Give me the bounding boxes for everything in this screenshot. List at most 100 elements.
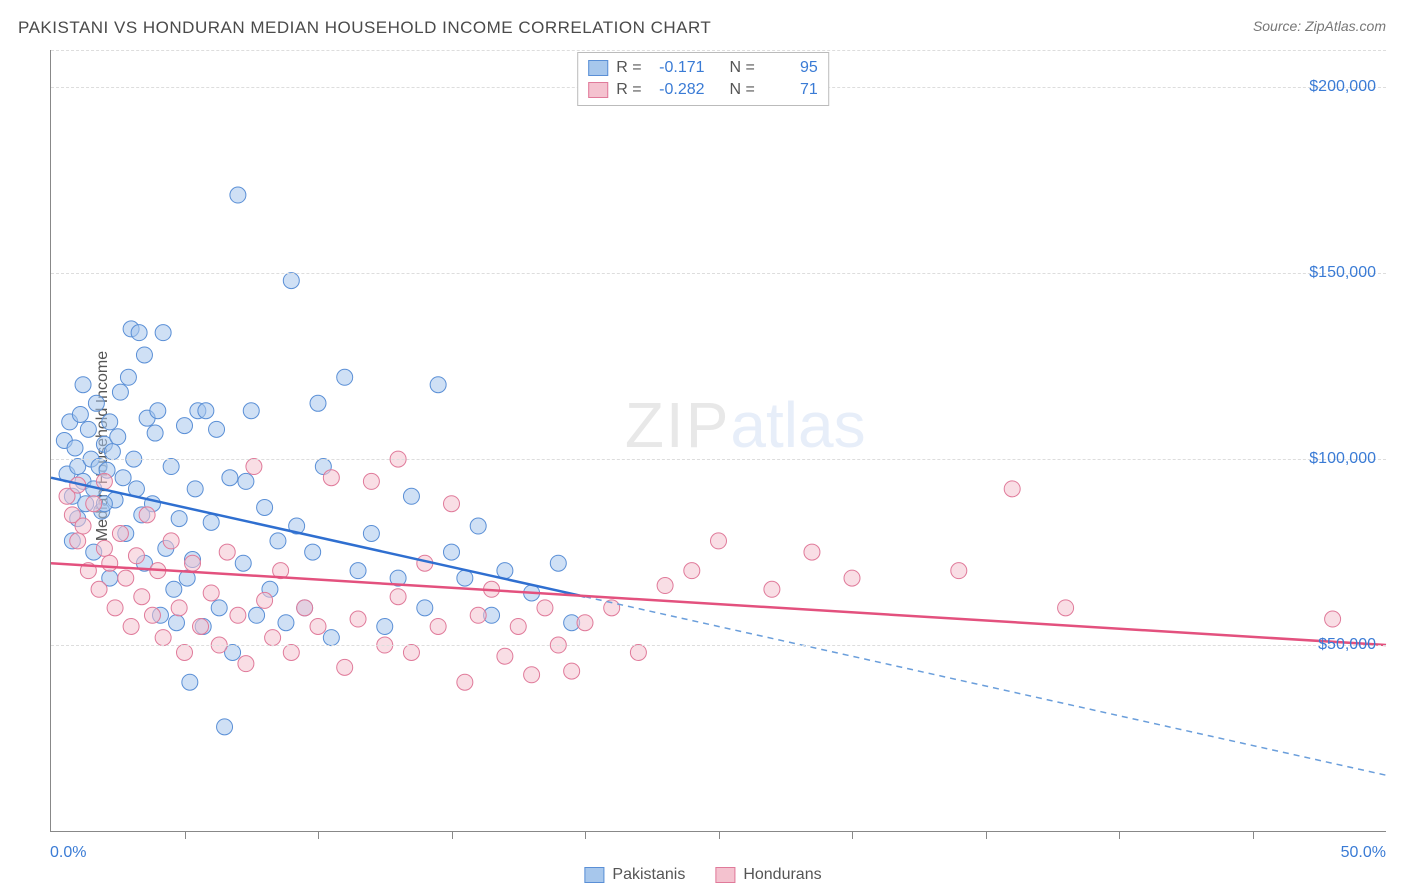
data-point: [70, 533, 86, 549]
data-point: [1004, 481, 1020, 497]
data-point: [390, 589, 406, 605]
stat-r-value: -0.171: [650, 59, 705, 77]
data-point: [118, 570, 134, 586]
x-tick: [318, 831, 319, 839]
data-point: [155, 325, 171, 341]
source-attribution: Source: ZipAtlas.com: [1253, 18, 1386, 34]
data-point: [310, 395, 326, 411]
data-point: [844, 570, 860, 586]
x-tick: [585, 831, 586, 839]
data-point: [457, 570, 473, 586]
x-min-label: 0.0%: [50, 844, 86, 862]
stat-r-label: R =: [616, 81, 641, 99]
data-point: [323, 630, 339, 646]
data-point: [403, 488, 419, 504]
data-point: [310, 618, 326, 634]
data-point: [131, 325, 147, 341]
y-tick-label: $200,000: [1309, 78, 1376, 96]
data-point: [144, 607, 160, 623]
data-point: [243, 403, 259, 419]
data-point: [564, 663, 580, 679]
chart-container: PAKISTANI VS HONDURAN MEDIAN HOUSEHOLD I…: [0, 0, 1406, 892]
data-point: [470, 607, 486, 623]
x-tick: [1119, 831, 1120, 839]
data-point: [193, 618, 209, 634]
data-point: [102, 414, 118, 430]
data-point: [363, 473, 379, 489]
data-point: [166, 581, 182, 597]
data-point: [337, 369, 353, 385]
y-tick-label: $100,000: [1309, 450, 1376, 468]
data-point: [211, 600, 227, 616]
stat-n-label: N =: [729, 59, 754, 77]
data-point: [171, 511, 187, 527]
data-point: [72, 406, 88, 422]
data-point: [278, 615, 294, 631]
data-point: [417, 600, 433, 616]
data-point: [537, 600, 553, 616]
data-point: [497, 563, 513, 579]
data-point: [305, 544, 321, 560]
data-point: [198, 403, 214, 419]
data-point: [350, 563, 366, 579]
data-point: [510, 618, 526, 634]
data-point: [112, 525, 128, 541]
data-point: [219, 544, 235, 560]
gridline: [51, 50, 1386, 51]
data-point: [86, 496, 102, 512]
data-point: [209, 421, 225, 437]
x-tick: [452, 831, 453, 839]
data-point: [550, 555, 566, 571]
data-point: [444, 496, 460, 512]
stat-n-label: N =: [729, 81, 754, 99]
data-point: [171, 600, 187, 616]
data-point: [120, 369, 136, 385]
data-point: [147, 425, 163, 441]
data-point: [187, 481, 203, 497]
data-point: [297, 600, 313, 616]
stats-legend-row: R =-0.171 N =95: [588, 57, 818, 79]
data-point: [203, 514, 219, 530]
data-point: [804, 544, 820, 560]
bottom-legend-label: Pakistanis: [612, 866, 685, 884]
data-point: [107, 600, 123, 616]
legend-swatch: [584, 867, 604, 883]
chart-title: PAKISTANI VS HONDURAN MEDIAN HOUSEHOLD I…: [18, 18, 711, 38]
y-tick-label: $150,000: [1309, 264, 1376, 282]
data-point: [403, 644, 419, 660]
data-point: [711, 533, 727, 549]
data-point: [630, 644, 646, 660]
legend-swatch: [588, 60, 608, 76]
data-point: [951, 563, 967, 579]
x-tick: [1253, 831, 1254, 839]
bottom-legend: PakistanisHondurans: [584, 866, 821, 884]
stats-legend-row: R =-0.282 N =71: [588, 79, 818, 101]
data-point: [457, 674, 473, 690]
data-point: [115, 470, 131, 486]
data-point: [270, 533, 286, 549]
gridline: [51, 273, 1386, 274]
legend-swatch: [588, 82, 608, 98]
scatter-svg: [51, 50, 1386, 831]
data-point: [75, 377, 91, 393]
source-name: ZipAtlas.com: [1305, 18, 1386, 34]
data-point: [67, 440, 83, 456]
data-point: [764, 581, 780, 597]
data-point: [96, 540, 112, 556]
source-label: Source:: [1253, 18, 1301, 34]
x-tick: [719, 831, 720, 839]
legend-swatch: [715, 867, 735, 883]
data-point: [123, 618, 139, 634]
data-point: [134, 589, 150, 605]
data-point: [257, 592, 273, 608]
data-point: [363, 525, 379, 541]
data-point: [222, 470, 238, 486]
data-point: [88, 395, 104, 411]
data-point: [104, 444, 120, 460]
data-point: [350, 611, 366, 627]
data-point: [112, 384, 128, 400]
gridline: [51, 645, 1386, 646]
data-point: [470, 518, 486, 534]
data-point: [203, 585, 219, 601]
data-point: [684, 563, 700, 579]
